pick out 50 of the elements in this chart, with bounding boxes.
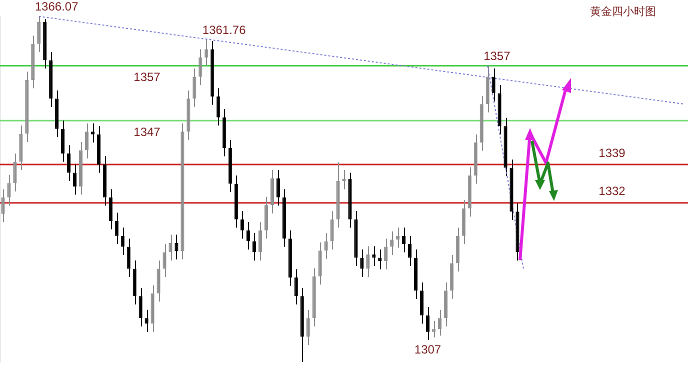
candlestick [366,246,370,278]
candlestick [408,235,412,266]
annotation: 1357 [484,49,511,64]
candlestick [432,320,436,338]
candlestick [402,227,406,253]
candlestick [240,210,244,240]
annotation: 1366.07 [34,0,79,14]
candlestick [216,88,220,126]
candlestick [204,39,208,66]
ref-line-label: 1357 [134,70,161,84]
candlestick [108,188,112,230]
ref-line-label: 1347 [134,124,161,139]
candlestick [90,122,95,144]
candlestick [198,48,202,86]
candlestick [144,309,148,332]
ref-line-label: 1339 [598,146,626,160]
candlestick [168,234,172,262]
candlestick [72,164,77,196]
candlestick [67,144,71,182]
candlestick [372,246,376,266]
candlestick [120,227,124,256]
candlestick [192,68,196,108]
candlestick [306,309,310,346]
candlestick [258,222,262,262]
candlestick [138,287,142,327]
candlestick [252,232,256,262]
candlestick [246,222,250,250]
candlestick [426,306,430,341]
annotation: 1307 [414,342,442,356]
candlestick [162,244,166,278]
candlestick [438,309,442,336]
candlestick [294,268,298,305]
candlestick [384,238,388,270]
candlestick [492,68,496,102]
candlestick [114,212,118,245]
candlestick [126,238,130,278]
candlestick [13,153,17,192]
candlestick [330,210,334,250]
candlestick [276,169,280,206]
candlestick [7,174,11,206]
candlestick [37,16,41,53]
candlestick [390,230,394,256]
ref-line-label: 1332 [598,184,626,198]
candlestick [84,122,89,159]
candlestick [318,242,322,286]
chart-title: 黄金四小时图 [590,4,656,18]
candlestick [264,196,268,240]
candlestick [1,188,5,223]
annotation: 1361.76 [202,22,246,37]
candlestick [174,234,178,260]
